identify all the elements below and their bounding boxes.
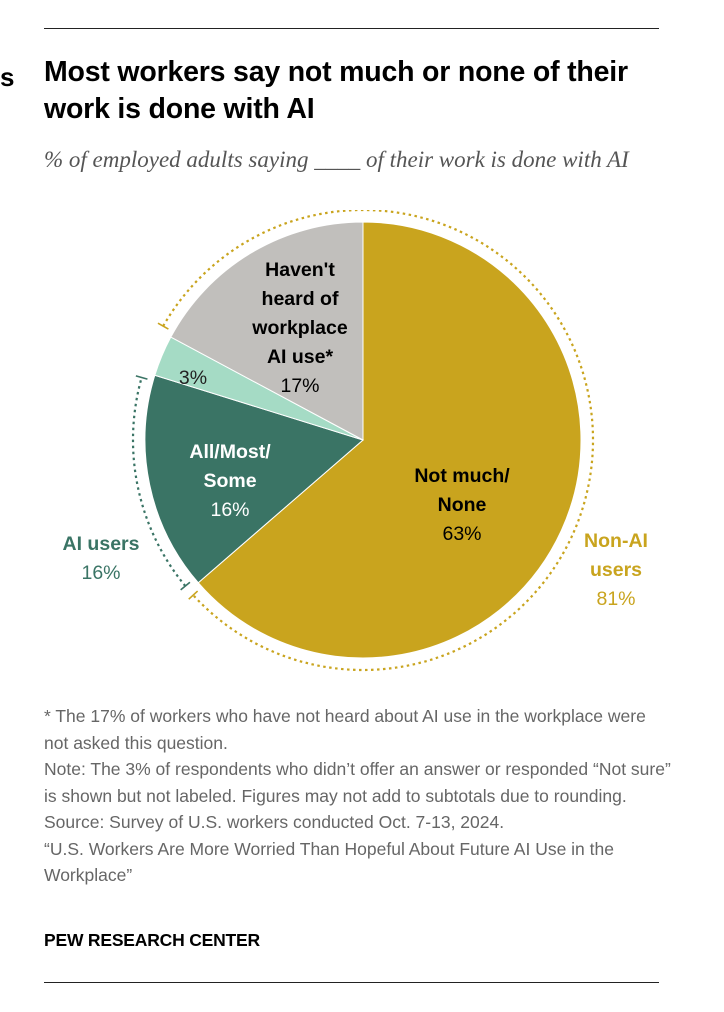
pie-slice bbox=[197, 221, 582, 659]
group-bracket-tick bbox=[157, 322, 169, 330]
group-value-label: 81% bbox=[596, 588, 635, 610]
slice-label: workplace bbox=[251, 317, 348, 339]
group-bracket-arc bbox=[162, 210, 595, 672]
slice-label: Haven't bbox=[265, 259, 335, 281]
slice-value-label: 16% bbox=[210, 499, 249, 521]
group-bracket-tick bbox=[188, 590, 199, 600]
cropped-text-fragment: s bbox=[0, 62, 15, 92]
slice-label: heard of bbox=[262, 288, 339, 310]
pie-chart: Not much/None 63% All/Most/Some 16% 3% Haven'… bbox=[63, 210, 648, 672]
bottom-rule bbox=[44, 982, 659, 983]
footnote: * The 17% of workers who have not heard … bbox=[44, 706, 646, 753]
group-value-label: 16% bbox=[81, 562, 120, 584]
pie-slice bbox=[144, 374, 365, 584]
chart-title: Most workers say not much or none of the… bbox=[44, 56, 628, 125]
chart-subtitle: % of employed adults saying ____ of thei… bbox=[44, 147, 629, 172]
group-label: Non-AI bbox=[584, 530, 648, 552]
slice-label: Some bbox=[203, 470, 256, 492]
slice-label: All/Most/ bbox=[189, 441, 271, 463]
group-bracket-tick bbox=[180, 581, 191, 591]
group-bracket-tick bbox=[135, 375, 148, 380]
slice-label: Not much/ bbox=[414, 465, 510, 487]
slice-value-label: 63% bbox=[442, 523, 481, 545]
pew-credit: PEW RESEARCH CENTER bbox=[44, 930, 260, 950]
source: Source: Survey of U.S. workers conducted… bbox=[44, 812, 505, 832]
group-label: users bbox=[590, 559, 642, 581]
top-rule bbox=[44, 28, 659, 29]
pie-slice bbox=[170, 221, 364, 441]
slice-value-label: 3% bbox=[179, 367, 207, 389]
chart-notes: * The 17% of workers who have not heard … bbox=[44, 703, 674, 889]
group-bracket-arc bbox=[131, 377, 187, 587]
note: Note: The 3% of respondents who didn’t o… bbox=[44, 759, 671, 806]
slice-label: None bbox=[438, 494, 487, 516]
slice-label: AI use* bbox=[267, 346, 334, 368]
report-title: “U.S. Workers Are More Worried Than Hope… bbox=[44, 838, 614, 886]
group-label: AI users bbox=[63, 533, 140, 555]
slice-value-label: 17% bbox=[280, 375, 319, 397]
